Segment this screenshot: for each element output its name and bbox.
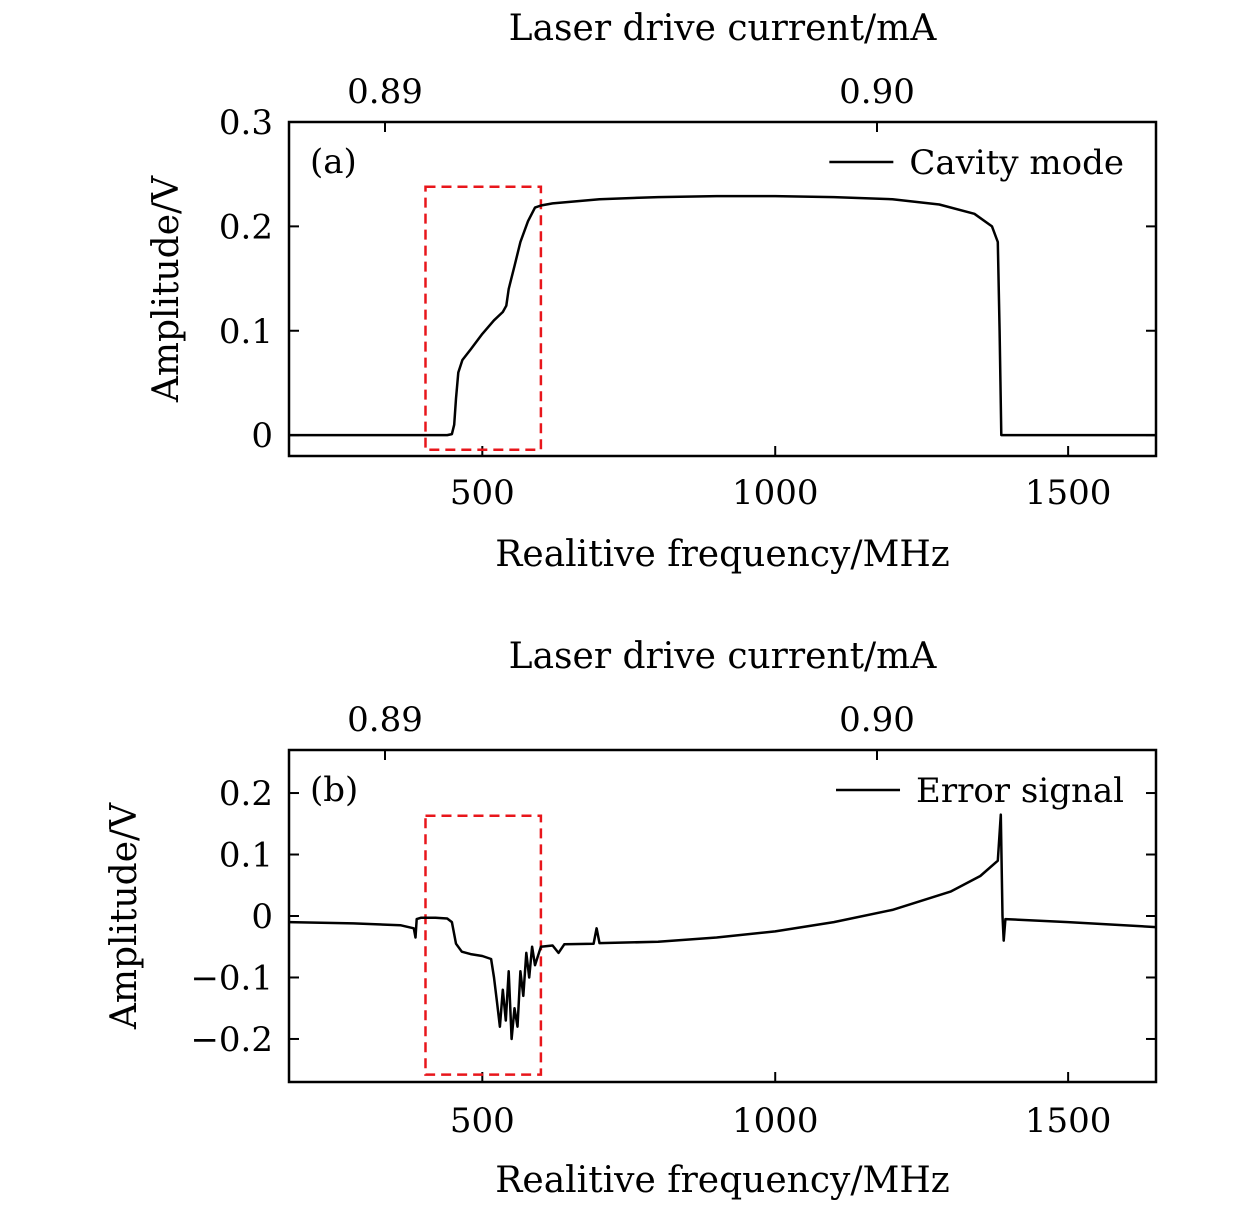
x-axis-title: Realitive frequency/MHz [495,534,949,575]
y-tick-label: −0.2 [190,1020,273,1060]
x-tick-label: 1000 [732,1101,819,1141]
top-axis-title: Laser drive current/mA [509,8,938,49]
y-tick-label: 0.2 [219,774,273,814]
panel-label: (a) [310,142,357,182]
y-axis-title: Amplitude/V [146,175,187,403]
series-line [288,813,1157,1041]
x-tick-label: 500 [450,1101,515,1141]
highlight-box [424,814,543,1076]
x-axis-title: Realitive frequency/MHz [495,1160,949,1201]
y-tick-label: −0.1 [190,958,273,998]
legend-label: Cavity mode [909,143,1124,183]
y-tick-label: 0 [251,897,273,937]
top-axis-title: Laser drive current/mA [509,636,938,677]
panel-b: 500100015000.890.900.91−0.2−0.100.10.2La… [104,636,1158,1201]
y-tick-label: 0.1 [219,836,273,876]
plot-frame [287,120,1158,458]
x-tick-label: 1000 [732,473,819,513]
series-line [289,194,1156,437]
top-tick-label: 0.89 [347,700,423,740]
panel-label: (b) [310,770,358,810]
y-tick-label: 0.1 [219,312,273,352]
highlight-box [424,185,543,451]
top-tick-label: 0.90 [839,700,915,740]
y-tick-label: 0 [251,416,273,456]
legend-label: Error signal [916,771,1124,811]
y-axis-title: Amplitude/V [104,802,145,1030]
x-tick-label: 1500 [1025,473,1112,513]
x-tick-label: 1500 [1025,1101,1112,1141]
top-tick-label: 0.89 [347,72,423,112]
top-tick-label: 0.90 [839,72,915,112]
y-tick-label: 0.3 [219,103,273,143]
x-tick-label: 500 [450,473,515,513]
y-tick-label: 0.2 [219,207,273,247]
